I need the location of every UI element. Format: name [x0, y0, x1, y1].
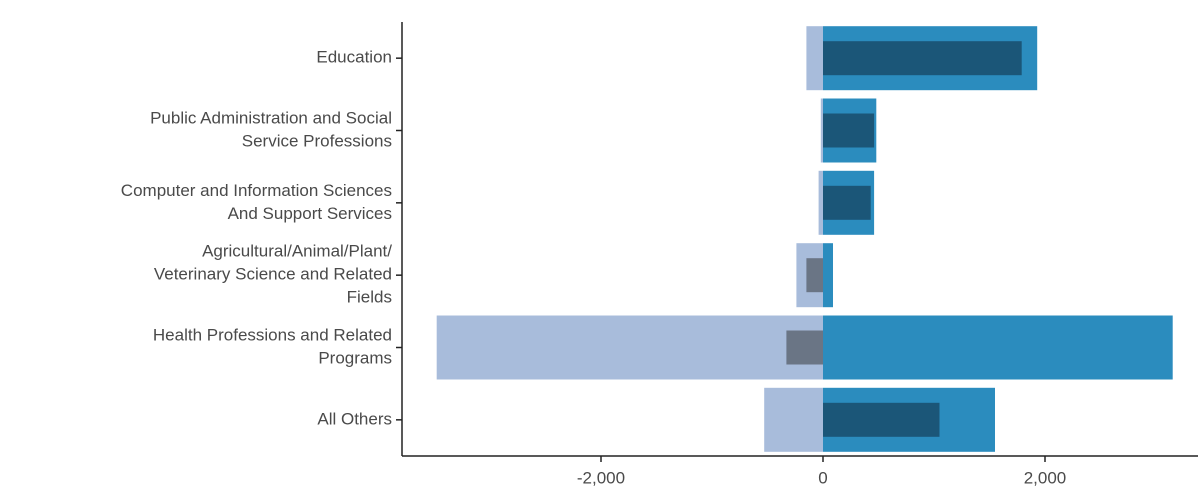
bar-narrow-4	[786, 330, 823, 365]
category-label: And Support Services	[228, 204, 392, 223]
bar-narrow-5	[823, 402, 940, 437]
x-tick-label: 2,000	[1024, 468, 1067, 486]
bar-wide-2	[818, 170, 823, 235]
bar-wide-1	[820, 98, 823, 163]
bar-narrow-2	[823, 185, 871, 220]
bar-wide-4	[823, 315, 1173, 380]
category-label: All Others	[317, 409, 392, 428]
category-label: Education	[316, 48, 392, 67]
category-label: Agricultural/Animal/Plant/	[202, 242, 392, 261]
category-label: Health Professions and Related	[153, 325, 392, 344]
x-tick-label: -2,000	[577, 468, 625, 486]
category-label: Public Administration and Social	[150, 108, 392, 127]
category-label: Veterinary Science and Related	[154, 265, 392, 284]
category-label: Computer and Information Sciences	[121, 181, 392, 200]
bar-wide-4	[436, 315, 823, 380]
bar-narrow-0	[823, 41, 1022, 76]
category-label: Programs	[318, 348, 392, 367]
x-tick-label: 0	[818, 468, 827, 486]
bar-wide-5	[764, 387, 823, 452]
bar-narrow-1	[823, 113, 875, 148]
bar-wide-3	[823, 243, 833, 308]
category-label: Fields	[347, 288, 392, 307]
bar-narrow-3	[806, 258, 823, 293]
category-label: Service Professions	[242, 131, 392, 150]
bar-wide-0	[806, 26, 823, 91]
